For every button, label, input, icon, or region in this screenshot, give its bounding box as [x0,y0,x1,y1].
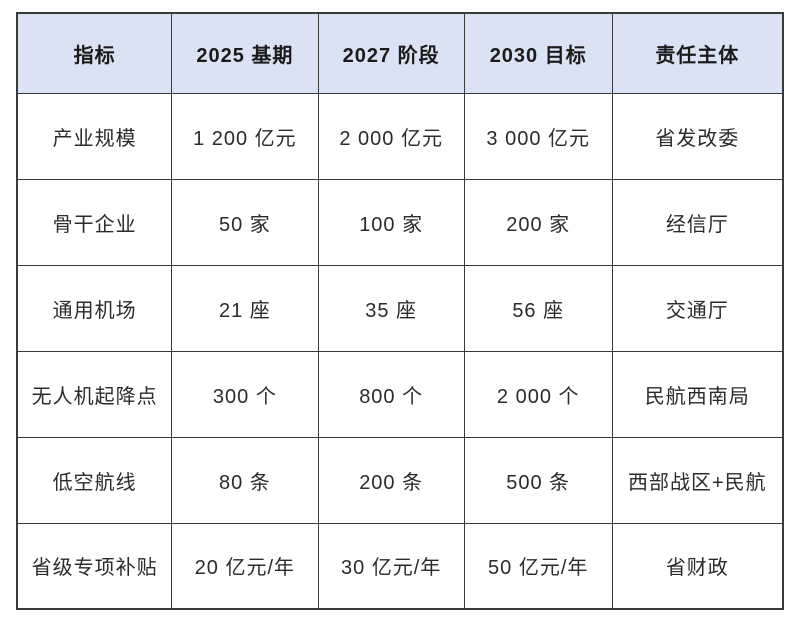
cell-2025-value: 21 座 [171,264,319,352]
cell-indicator: 省级专项补贴 [16,522,173,610]
table-row-low-altitude-routes: 低空航线 80 条 200 条 500 条 西部战区+民航 [16,436,784,524]
cell-2027-value: 100 家 [317,178,465,266]
cell-indicator: 无人机起降点 [16,350,173,438]
cell-indicator: 低空航线 [16,436,173,524]
cell-indicator: 产业规模 [16,92,173,180]
cell-owner: 省财政 [611,522,784,610]
cell-2030-value: 200 家 [463,178,613,266]
cell-2027-value: 35 座 [317,264,465,352]
cell-2027-value: 30 亿元/年 [317,522,465,610]
cell-owner: 省发改委 [611,92,784,180]
header-cell-2030-target: 2030 目标 [463,12,613,94]
header-cell-owner: 责任主体 [611,12,784,94]
table-row-general-airports: 通用机场 21 座 35 座 56 座 交通厅 [16,264,784,352]
targets-table: 指标 2025 基期 2027 阶段 2030 目标 责任主体 产业规模 1 2… [16,12,784,610]
cell-2027-value: 2 000 亿元 [317,92,465,180]
cell-2030-value: 3 000 亿元 [463,92,613,180]
header-cell-indicator: 指标 [16,12,173,94]
cell-indicator: 骨干企业 [16,178,173,266]
cell-2030-value: 50 亿元/年 [463,522,613,610]
table-row-drone-pads: 无人机起降点 300 个 800 个 2 000 个 民航西南局 [16,350,784,438]
table-row-provincial-subsidy: 省级专项补贴 20 亿元/年 30 亿元/年 50 亿元/年 省财政 [16,522,784,610]
cell-indicator: 通用机场 [16,264,173,352]
cell-2025-value: 80 条 [171,436,319,524]
header-cell-2027-stage: 2027 阶段 [317,12,465,94]
cell-2030-value: 2 000 个 [463,350,613,438]
cell-owner: 民航西南局 [611,350,784,438]
cell-owner: 西部战区+民航 [611,436,784,524]
cell-2025-value: 1 200 亿元 [171,92,319,180]
cell-2025-value: 300 个 [171,350,319,438]
table-header-row: 指标 2025 基期 2027 阶段 2030 目标 责任主体 [16,12,784,94]
cell-2027-value: 200 条 [317,436,465,524]
table-row-backbone-enterprises: 骨干企业 50 家 100 家 200 家 经信厅 [16,178,784,266]
header-cell-2025-base: 2025 基期 [171,12,319,94]
table-row-industry-scale: 产业规模 1 200 亿元 2 000 亿元 3 000 亿元 省发改委 [16,92,784,180]
cell-owner: 交通厅 [611,264,784,352]
cell-2027-value: 800 个 [317,350,465,438]
cell-2025-value: 50 家 [171,178,319,266]
cell-2030-value: 500 条 [463,436,613,524]
cell-2025-value: 20 亿元/年 [171,522,319,610]
cell-2030-value: 56 座 [463,264,613,352]
cell-owner: 经信厅 [611,178,784,266]
